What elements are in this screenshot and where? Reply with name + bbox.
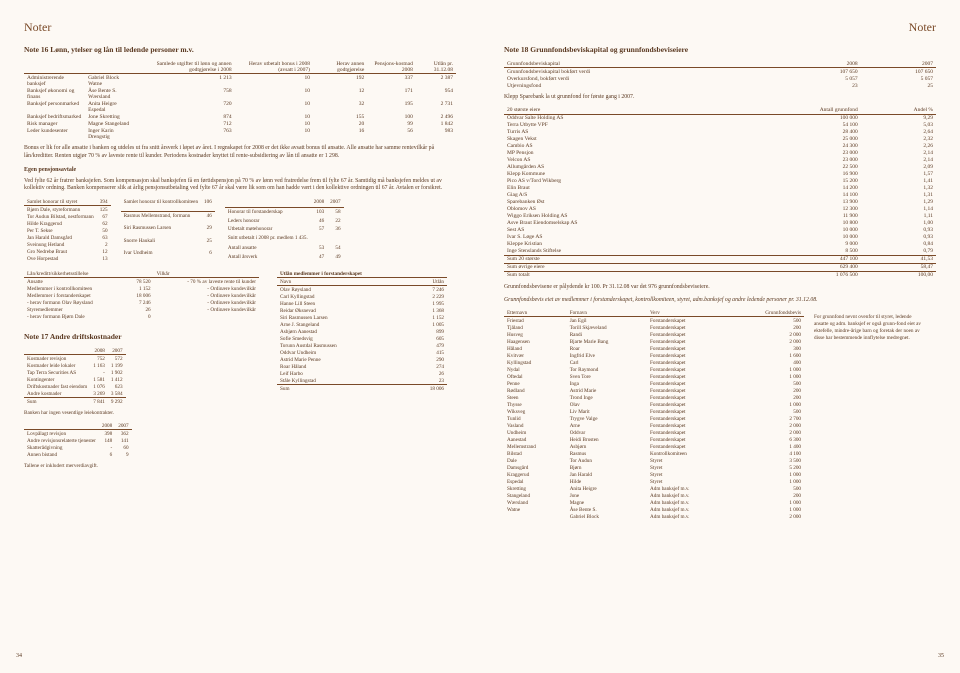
note16-para1: Bonus er lik for alle ansatte i banken o… [24,145,456,161]
page-title-right: Noter [504,20,936,35]
forst-table: 20082007Honorar til forstanderskap10358L… [225,198,344,262]
note18-title: Note 18 Grunnfondsbeviskapital og grunnf… [504,45,936,54]
laan-table: Lån/kreditt/sikkerhetsstillelseVilkårAns… [24,270,259,320]
page-title-left: Noter [24,20,456,35]
note17-table: 20082007Kostnader revisjon752572Kostnade… [24,347,126,405]
note18-top: Grunnfondsbeviskapital20082007Grunnfonds… [504,60,936,89]
left-page: Noter Note 16 Lønn, ytelser og lån til l… [0,0,480,673]
people-table: EtternavnFornavnVervGrunnfondsbevisFries… [504,309,804,520]
note17-note2: Tallene er inkludert merverdiavgift. [24,463,259,470]
note16-table: Samlede utgifter til lønn og annen godtg… [24,60,456,140]
note18-para: Grunnfondsbevisene er pålydende kr 100. … [504,284,936,292]
note17-table2: 20082007Lovpålagt revisjon398362Andre re… [24,422,132,458]
note16-title: Note 16 Lønn, ytelser og lån til ledende… [24,45,456,54]
note18-para2: Grunnfondsbevis eiet av medlemmer i fors… [504,297,936,305]
medlemmer-table: Utlån medlemmer i forstanderskapetNavnUt… [277,270,447,392]
right-page: Noter Note 18 Grunnfondsbeviskapital og … [480,0,960,673]
note16-para2: Ved fylte 62 år fratrer banksjefen. Som … [24,178,456,194]
side-notes: For grunnfond nevnt ovenfor til styret, … [814,314,924,515]
pagenum-right: 35 [938,653,944,659]
pagenum-left: 34 [16,653,22,659]
note16-egen: Egen pensjonsavtale [24,167,456,173]
note17-note: Banken har ingen vesentlige leiekontrakt… [24,410,259,417]
styret-table: Samlet honorar til styret394Bjørn Dale, … [24,198,111,262]
eiere-table: 20 største eiereAntall grunnfondAndel %O… [504,107,936,279]
kontroll-table: Samlet honorar til kontrollkomiteen106Ra… [121,198,215,262]
note18-klepp: Klepp Sparebank la ut grunnfond for førs… [504,94,936,102]
note17-title: Note 17 Andre driftskostnader [24,332,259,341]
